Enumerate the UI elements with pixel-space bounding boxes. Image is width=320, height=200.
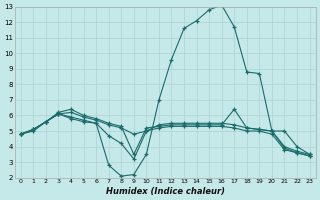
X-axis label: Humidex (Indice chaleur): Humidex (Indice chaleur) bbox=[106, 187, 225, 196]
